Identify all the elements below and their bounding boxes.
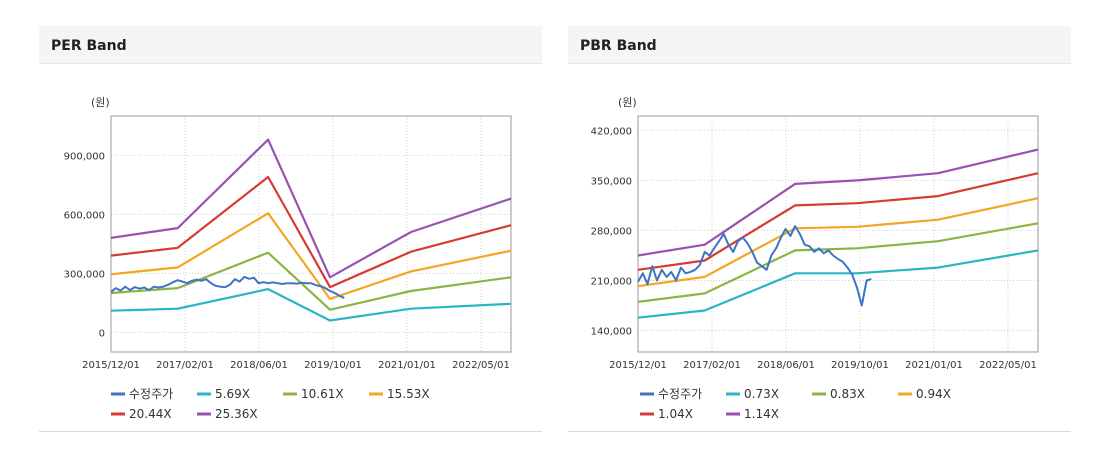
legend-label: 15.53X: [387, 387, 430, 401]
y-tick-label: 900,000: [64, 151, 105, 162]
y-tick-label: 140,000: [591, 327, 632, 338]
x-tick-label: 2015/12/01: [82, 360, 140, 371]
series-line-1.04X: [637, 172, 1039, 271]
x-tick-label: 2019/10/01: [304, 360, 362, 371]
legend-item[interactable]: 5.69X: [197, 387, 250, 401]
series-line-1.14X: [637, 148, 1039, 257]
series-line-수정주가: [637, 225, 872, 307]
series-line-15.53X: [110, 212, 512, 300]
series-line-20.44X: [110, 175, 512, 289]
legend-label: 1.04X: [658, 407, 693, 421]
legend-item[interactable]: 0.94X: [898, 387, 951, 401]
legend-item[interactable]: 20.44X: [111, 407, 172, 421]
series-line-0.94X: [637, 197, 1039, 288]
legend-item[interactable]: 수정주가: [111, 387, 173, 401]
x-tick-label: 2022/05/01: [979, 360, 1037, 371]
legend-label: 0.94X: [916, 387, 951, 401]
x-tick-label: 2022/05/01: [452, 360, 510, 371]
legend-label: 25.36X: [215, 407, 258, 421]
pbr-band-title: PBR Band: [568, 26, 1071, 64]
series-line-수정주가: [110, 275, 345, 299]
y-tick-label: 280,000: [591, 226, 632, 237]
y-unit-label: (원): [91, 96, 110, 109]
legend-item[interactable]: 0.73X: [726, 387, 779, 401]
legend-label: 5.69X: [215, 387, 250, 401]
legend-label: 0.83X: [830, 387, 865, 401]
y-tick-label: 0: [99, 328, 105, 339]
y-tick-label: 300,000: [64, 269, 105, 280]
x-tick-label: 2018/06/01: [757, 360, 815, 371]
pbr-band-chart: (원) 140,000 210,000 280,000 350,000 420,000 20…: [591, 96, 1039, 421]
series-line-25.36X: [110, 138, 512, 279]
y-unit-label: (원): [618, 96, 637, 109]
x-tick-label: 2019/10/01: [831, 360, 889, 371]
plot-frame: [110, 115, 512, 353]
legend-item[interactable]: 수정주가: [640, 387, 702, 401]
legend-label: 20.44X: [129, 407, 172, 421]
x-tick-label: 2015/12/01: [609, 360, 667, 371]
legend-item[interactable]: 1.14X: [726, 407, 779, 421]
per-band-title: PER Band: [39, 26, 542, 64]
legend-label: 0.73X: [744, 387, 779, 401]
x-tick-label: 2017/02/01: [156, 360, 214, 371]
y-tick-label: 600,000: [64, 210, 105, 221]
series-line-10.61X: [110, 251, 512, 311]
legend-label: 10.61X: [301, 387, 344, 401]
pbr-band-panel: PBR Band (원) 140,000 210,000 280,000 350,000…: [568, 26, 1071, 432]
per-band-panel: PER Band (원) 0 300,000 600,000 900,000 2015/1…: [39, 26, 542, 432]
legend-item[interactable]: 10.61X: [283, 387, 344, 401]
y-tick-label: 350,000: [591, 176, 632, 187]
legend-item[interactable]: 1.04X: [640, 407, 693, 421]
legend-item[interactable]: 15.53X: [369, 387, 430, 401]
series-line-5.69X: [110, 288, 512, 322]
x-tick-label: 2017/02/01: [683, 360, 741, 371]
plot-frame: [637, 115, 1039, 353]
y-tick-label: 210,000: [591, 276, 632, 287]
y-tick-label: 420,000: [591, 126, 632, 137]
legend-label: 1.14X: [744, 407, 779, 421]
x-tick-label: 2021/01/01: [905, 360, 963, 371]
legend-item[interactable]: 0.83X: [812, 387, 865, 401]
x-tick-label: 2018/06/01: [230, 360, 288, 371]
legend-item[interactable]: 25.36X: [197, 407, 258, 421]
legend-label: 수정주가: [658, 387, 702, 401]
series-line-0.73X: [637, 249, 1039, 319]
series-line-0.83X: [637, 222, 1039, 303]
x-tick-label: 2021/01/01: [378, 360, 436, 371]
legend-label: 수정주가: [129, 387, 173, 401]
per-band-chart: (원) 0 300,000 600,000 900,000 2015/12/01 2017/…: [64, 96, 512, 421]
